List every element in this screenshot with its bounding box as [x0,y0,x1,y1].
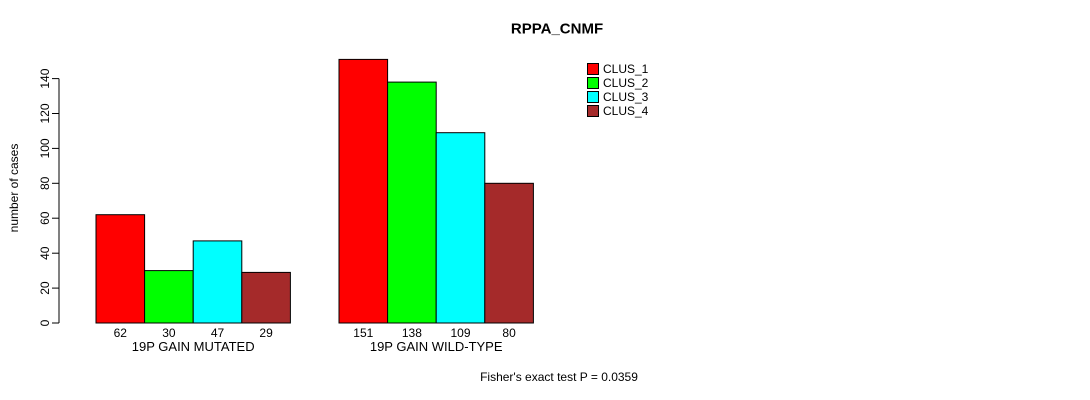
y-tick-label: 40 [38,246,52,260]
bar-value-label: 62 [114,326,128,340]
bar-clus_4-group2 [484,182,534,324]
bar-value-label: 109 [450,326,470,340]
y-tick-label: 140 [38,68,52,88]
bar-value-label: 138 [402,326,422,340]
bar-clus_2-group2 [387,81,437,324]
bar-value-label: 30 [162,326,176,340]
legend-swatch [587,91,599,103]
bar-value-label: 151 [353,326,373,340]
category-label: 19P GAIN MUTATED [132,339,255,354]
y-tick-label: 0 [38,319,52,326]
bar-value-label: 29 [259,326,273,340]
legend-item-clus_3: CLUS_3 [587,90,648,104]
legend-label: CLUS_1 [603,62,649,76]
bar-clus_1-group1 [95,214,146,324]
chart-title: RPPA_CNMF [510,20,604,38]
legend-item-clus_1: CLUS_1 [587,62,648,76]
bar-clus_3-group1 [192,240,243,324]
legend-item-clus_2: CLUS_2 [587,76,648,90]
fisher-test-annotation: Fisher's exact test P = 0.0359 [480,370,638,384]
legend-label: CLUS_3 [603,90,649,104]
legend-label: CLUS_2 [603,76,649,90]
bar-clus_1-group2 [338,58,389,324]
y-tick-label: 80 [38,176,52,190]
bar-clus_3-group2 [435,132,486,324]
legend-swatch [587,105,599,117]
bar-value-label: 47 [211,326,225,340]
legend-swatch [587,77,599,89]
bar-clus_4-group1 [241,271,291,324]
y-tick-label: 60 [38,211,52,225]
y-tick-label: 100 [38,138,52,158]
category-label: 19P GAIN WILD-TYPE [370,339,503,354]
bar-value-label: 80 [502,326,516,340]
legend-item-clus_4: CLUS_4 [587,104,648,118]
legend-swatch [587,63,599,75]
legend: CLUS_1 CLUS_2 CLUS_3 CLUS_4 [587,62,648,118]
legend-label: CLUS_4 [603,104,649,118]
bar-clus_2-group1 [144,270,194,324]
y-tick-label: 120 [38,103,52,123]
y-tick-label: 20 [38,281,52,295]
